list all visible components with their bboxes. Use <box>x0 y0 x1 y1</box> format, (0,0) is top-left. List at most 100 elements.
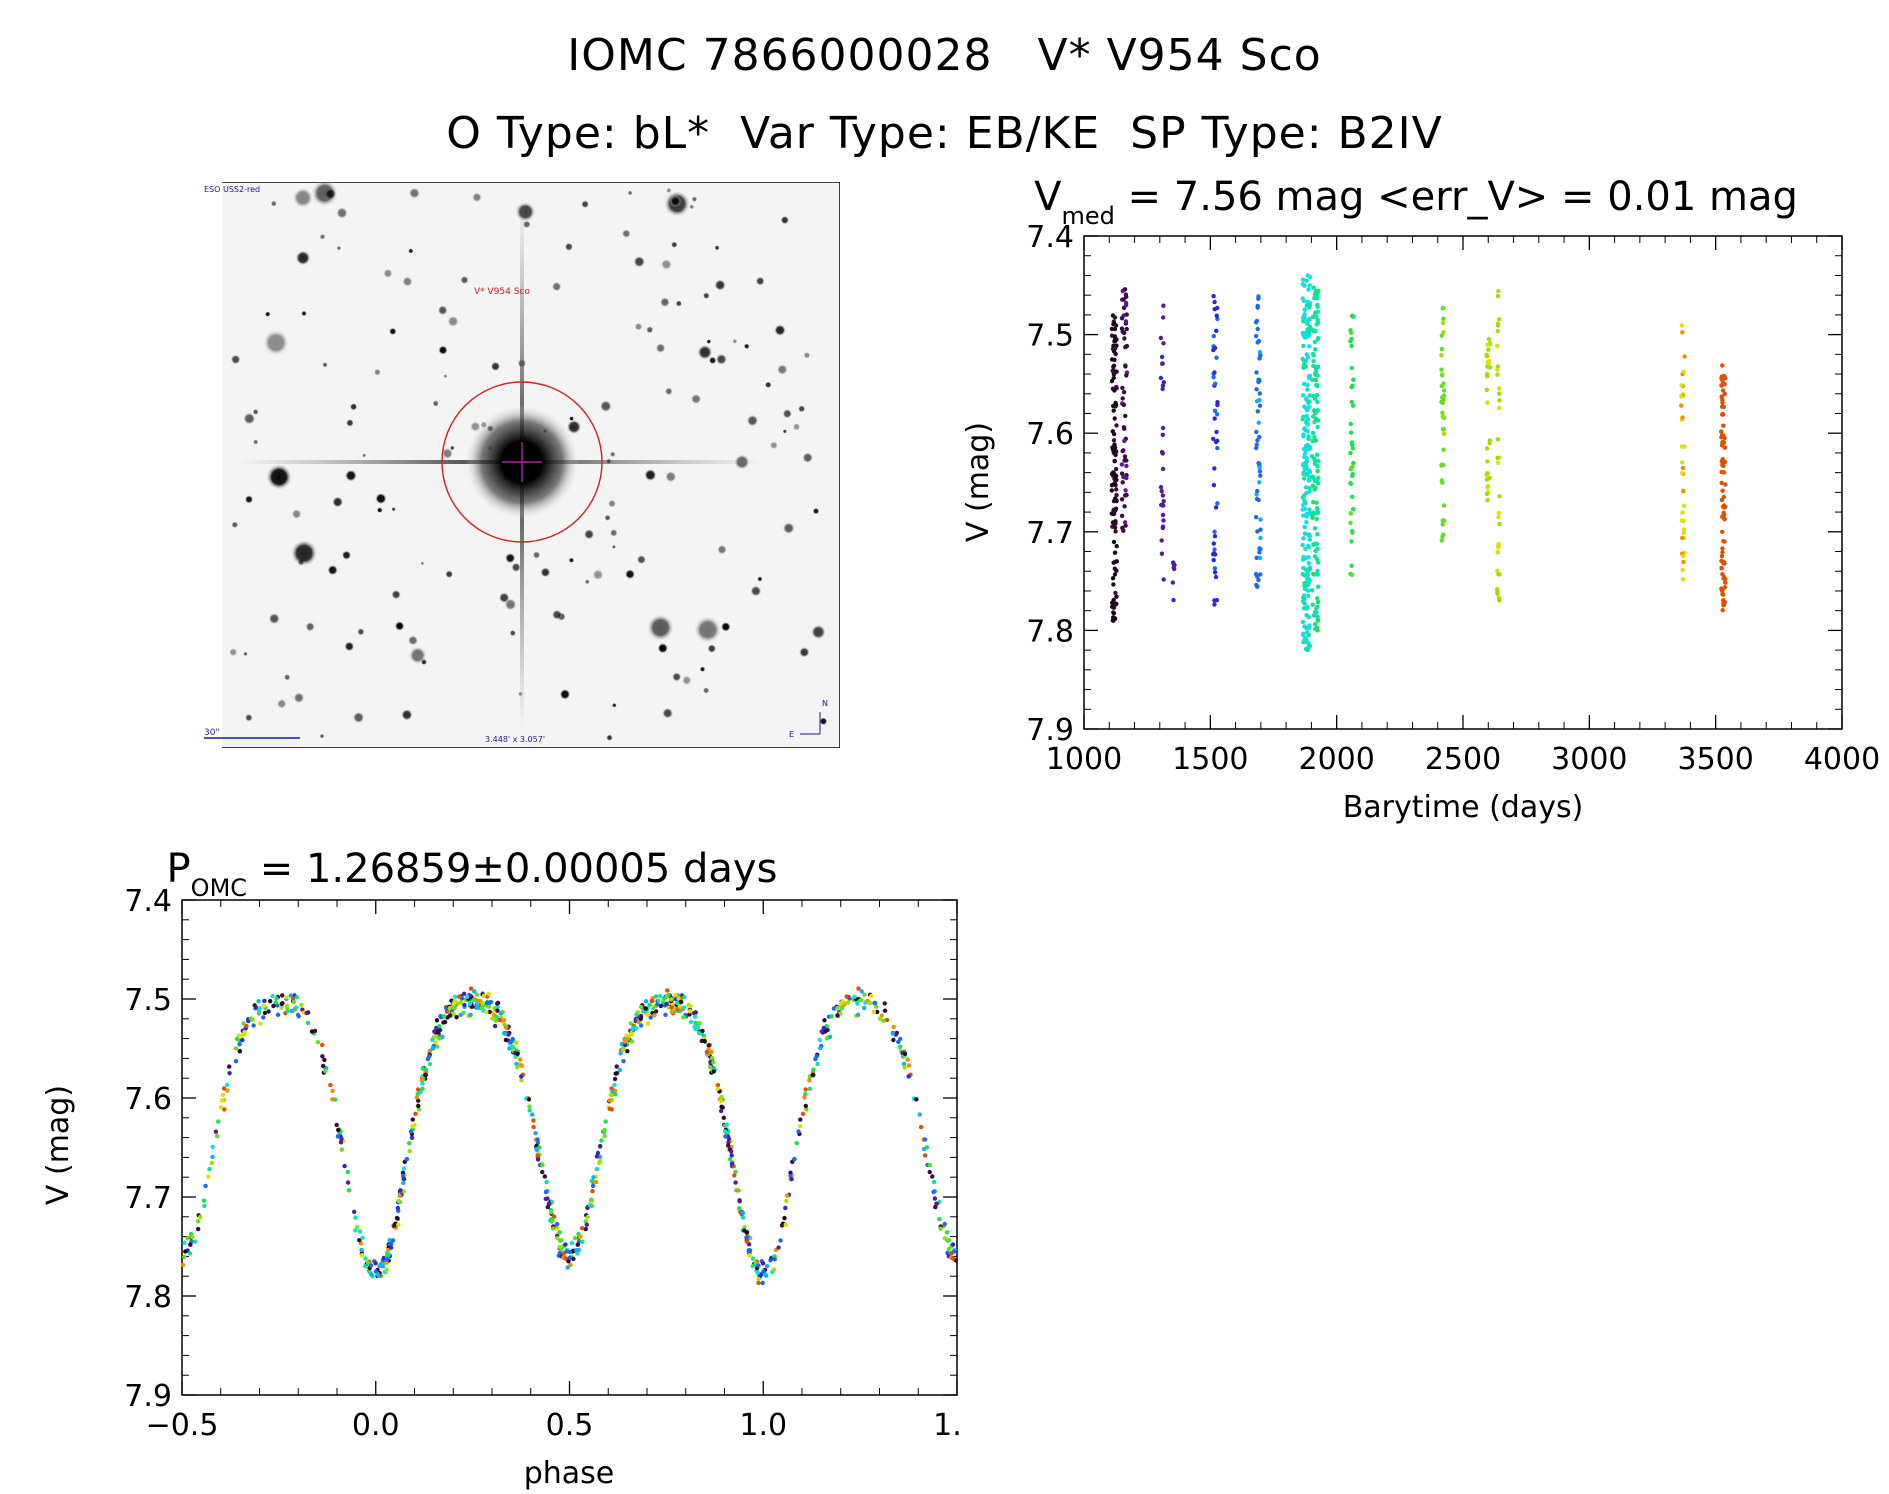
data-point <box>1124 326 1129 332</box>
data-point <box>510 1036 515 1042</box>
data-point <box>1124 458 1129 463</box>
data-point <box>779 1223 785 1228</box>
data-point <box>1314 314 1319 319</box>
data-point <box>1720 363 1725 368</box>
data-point <box>1122 520 1128 525</box>
data-point <box>388 1245 394 1250</box>
field-star <box>755 276 765 286</box>
data-point <box>1255 326 1260 332</box>
data-point <box>1258 535 1263 541</box>
data-point <box>901 1061 907 1067</box>
data-point <box>1122 438 1127 444</box>
data-point <box>1315 464 1320 469</box>
data-point <box>1349 529 1355 534</box>
data-point <box>1315 468 1320 474</box>
data-point <box>1123 364 1128 369</box>
data-point <box>1312 526 1318 531</box>
data-point <box>1301 536 1306 541</box>
data-point <box>1720 546 1725 551</box>
data-point <box>803 1087 808 1092</box>
data-point <box>1315 373 1320 378</box>
data-point <box>1307 317 1312 322</box>
data-point <box>1487 365 1493 370</box>
field-star <box>689 204 695 210</box>
data-point <box>1256 461 1261 466</box>
data-point <box>784 1198 789 1204</box>
data-point <box>1112 388 1117 393</box>
data-point <box>1212 408 1218 413</box>
data-point <box>1495 367 1500 372</box>
data-point <box>1309 454 1315 459</box>
data-point <box>542 1174 547 1179</box>
data-point <box>1257 555 1263 561</box>
x-tick-label: 1500 <box>1172 742 1248 777</box>
data-point <box>1253 320 1259 325</box>
data-point <box>565 1265 570 1270</box>
data-point <box>1307 486 1312 491</box>
field-star <box>669 195 682 208</box>
data-point <box>1306 545 1312 550</box>
data-point <box>510 1044 515 1050</box>
data-point <box>607 1106 612 1111</box>
x-tick-label: 0.0 <box>352 1408 400 1443</box>
data-point <box>1254 496 1260 502</box>
x-tick-label: 2000 <box>1298 742 1374 777</box>
data-point <box>902 1065 907 1070</box>
data-point <box>946 1238 952 1243</box>
data-point <box>1304 463 1309 468</box>
data-point <box>198 1214 203 1220</box>
field-star <box>702 687 710 694</box>
data-point <box>1495 568 1500 573</box>
data-point <box>1349 343 1354 349</box>
data-point <box>1350 442 1355 447</box>
data-point <box>320 1054 325 1059</box>
data-point <box>718 1099 723 1104</box>
data-point <box>1122 426 1127 431</box>
data-point <box>433 1040 438 1045</box>
data-point <box>390 1238 396 1243</box>
data-point <box>519 1074 524 1079</box>
data-point <box>575 1242 580 1247</box>
field-star <box>584 579 590 585</box>
data-point <box>1302 573 1307 578</box>
data-point <box>1315 295 1320 301</box>
data-point <box>1309 588 1315 593</box>
data-point <box>1484 446 1490 451</box>
data-point <box>776 1245 781 1250</box>
data-point <box>1439 333 1444 338</box>
data-point <box>534 1146 539 1152</box>
x-tick-label: 3500 <box>1677 742 1753 777</box>
data-point <box>486 1004 491 1009</box>
data-point <box>1159 354 1165 360</box>
data-point <box>1496 572 1501 577</box>
data-point <box>1254 387 1259 392</box>
data-point <box>1316 584 1321 589</box>
data-point <box>702 1038 707 1044</box>
data-point <box>415 1087 421 1092</box>
data-point <box>257 1006 262 1011</box>
data-point <box>821 1025 826 1031</box>
data-point <box>1351 377 1356 382</box>
data-point <box>271 1003 276 1009</box>
data-point <box>744 1235 749 1240</box>
data-point <box>1301 446 1307 452</box>
field-star <box>373 368 382 376</box>
data-point <box>434 1025 439 1031</box>
data-point <box>1313 622 1318 627</box>
data-point <box>330 1097 335 1102</box>
data-point <box>1113 529 1118 534</box>
x-tick-label: 1000 <box>1046 742 1122 777</box>
data-point <box>416 1103 421 1109</box>
data-point <box>1723 482 1728 487</box>
data-point <box>345 1169 350 1175</box>
field-star <box>437 305 448 316</box>
data-point <box>1720 550 1725 555</box>
data-point <box>555 1221 560 1227</box>
data-point <box>1213 381 1218 386</box>
data-point <box>258 1021 263 1026</box>
data-point <box>1306 555 1311 560</box>
data-point <box>789 1176 794 1182</box>
data-point <box>1307 489 1312 494</box>
field-star <box>715 353 728 366</box>
data-point <box>540 1169 545 1175</box>
